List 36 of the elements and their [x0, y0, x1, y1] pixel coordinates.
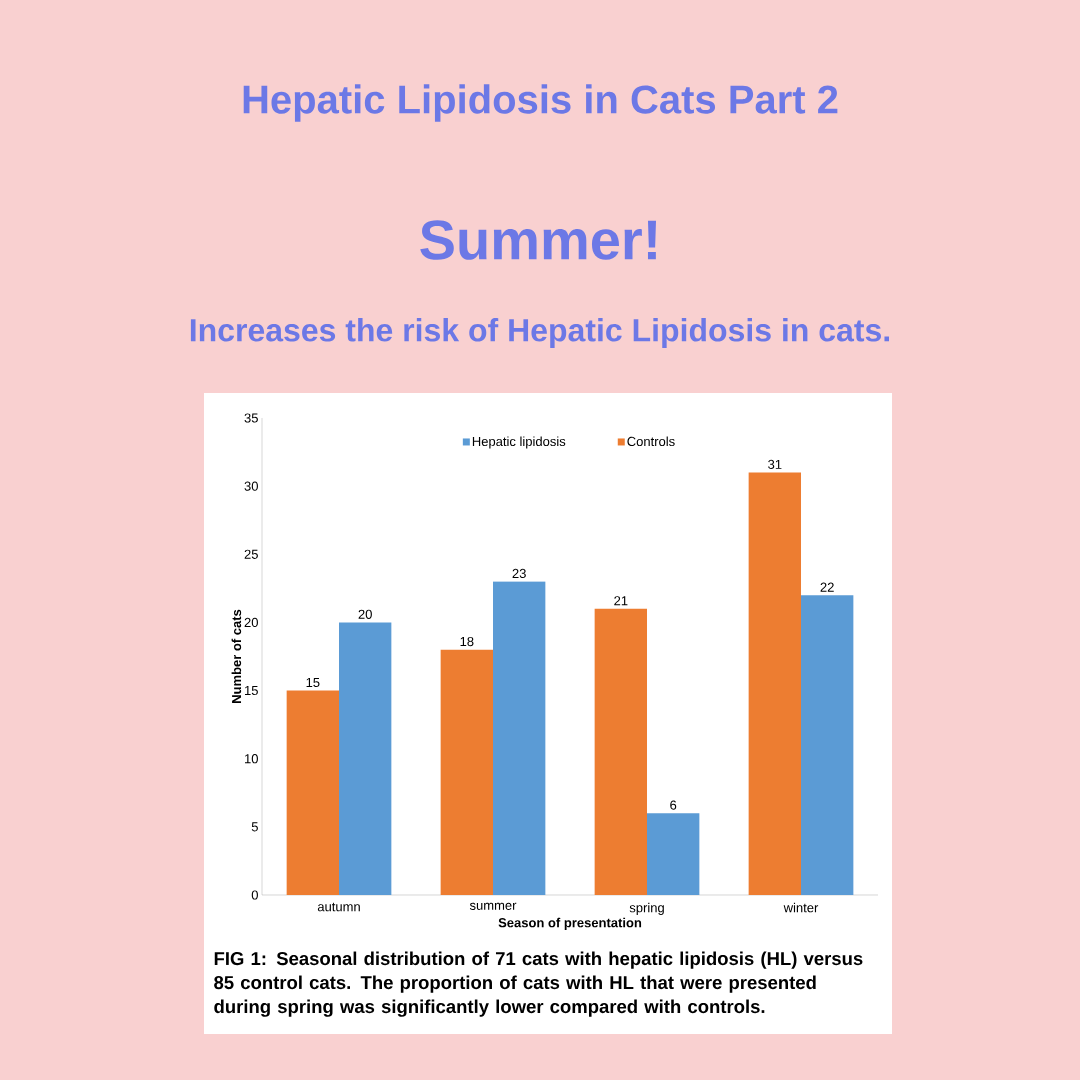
data-label: 31	[768, 459, 782, 469]
bar	[801, 595, 854, 895]
bar	[286, 690, 339, 895]
text: Increases the risk of Hepatic Lipidosis in cats.	[190, 318, 889, 348]
y-tick-label: 0	[251, 890, 258, 900]
bar	[647, 813, 700, 895]
x-tick-label: winter	[783, 902, 819, 913]
y-tick-label: 20	[244, 617, 258, 628]
data-label: 22	[820, 582, 834, 592]
y-tick-label: 25	[244, 549, 258, 559]
data-label: 18	[460, 636, 474, 647]
data-label: 23	[512, 568, 526, 578]
legend-label: Hepatic lipidosis	[472, 436, 566, 449]
bar	[339, 622, 392, 895]
x-tick-label: spring	[629, 902, 664, 915]
y-tick-label: 5	[251, 822, 258, 832]
x-axis-title: Season of presentation	[498, 917, 642, 930]
bar	[594, 608, 647, 895]
y-axis-title: Number of cats	[231, 609, 242, 703]
x-tick-label: summer	[469, 902, 517, 910]
bar	[493, 581, 546, 895]
y-tick-label: 30	[244, 481, 258, 491]
y-tick-label: 15	[245, 686, 258, 696]
bar	[440, 649, 493, 895]
x-tick-label: autumn	[317, 902, 360, 912]
chart-title: Hepatic Lipidosis in Cats Part 2	[243, 84, 838, 122]
bar	[748, 472, 801, 895]
y-tick-label: 35	[244, 413, 258, 423]
data-label: 15	[306, 677, 320, 688]
caption: FIG 1: Seasonal distribution of 71 cats with hepatic lipidosis (HL) versus 85 control cats. The proportion of cats with HL that were presented during spring was significantly lower compared with controls.	[214, 951, 863, 1017]
legend-label: Controls	[627, 436, 675, 447]
y-tick-label: 10	[245, 754, 258, 764]
data-label: 21	[614, 596, 628, 606]
data-label: 20	[358, 609, 372, 619]
chart-subtitle: Summer!	[420, 220, 657, 260]
data-label: 6	[670, 800, 677, 810]
